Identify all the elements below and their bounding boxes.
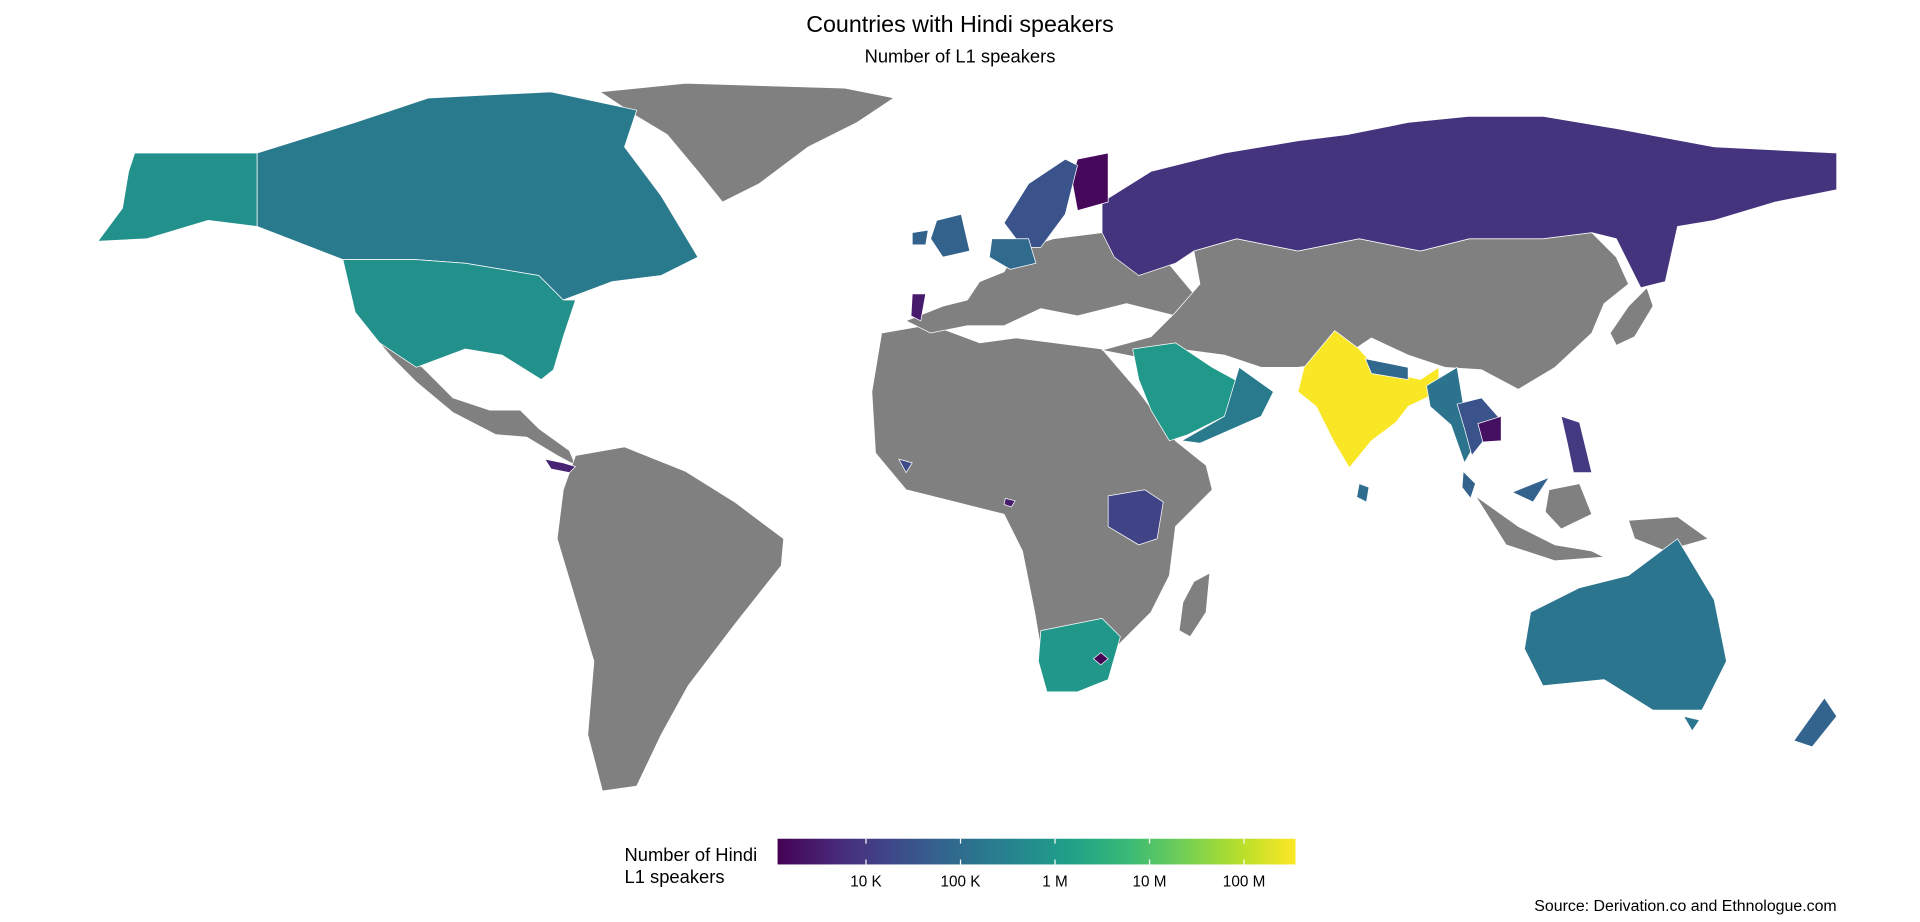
country-region (1560, 415, 1593, 473)
country-region (1003, 497, 1016, 508)
colorbar (777, 838, 1296, 865)
country-region (1003, 158, 1078, 248)
country-region (1364, 358, 1409, 380)
country-region (1793, 697, 1838, 748)
colorbar-tick-label: 10 M (1133, 873, 1167, 890)
country-region (911, 213, 971, 258)
country-region (1093, 652, 1109, 666)
colorbar-tick-label: 10 K (850, 873, 882, 890)
greenland (599, 82, 895, 203)
map-title: Countries with Hindi speakers (806, 11, 1114, 37)
south-america (556, 446, 785, 792)
country-region (989, 238, 1037, 270)
legend: Number of Hindi L1 speakers 10 K 100 K 1 M… (625, 838, 1296, 890)
country-region (1037, 617, 1121, 693)
country-region (1356, 483, 1370, 503)
country-region (1071, 152, 1109, 211)
countries-no-data (379, 82, 1709, 792)
map-subtitle: Number of L1 speakers (865, 45, 1056, 66)
country-region (1477, 415, 1502, 443)
colorbar-tick-label: 100 M (1223, 873, 1266, 890)
country-region (544, 458, 576, 473)
indonesia (1475, 483, 1709, 562)
legend-title-line: Number of Hindi (625, 844, 758, 865)
japan (1609, 287, 1654, 346)
country-region (342, 259, 576, 380)
africa (871, 324, 1213, 687)
country-region (1181, 366, 1274, 444)
colorbar-tick-label: 100 K (941, 873, 982, 890)
country-region (1524, 538, 1727, 732)
country-region (1132, 342, 1240, 442)
country-region (97, 152, 258, 242)
country-region (1101, 115, 1838, 289)
countries-with-data (97, 91, 1838, 748)
legend-title-line: L1 speakers (625, 866, 725, 887)
country-region (1461, 471, 1550, 503)
country-region (898, 458, 913, 473)
country-region (1107, 489, 1164, 546)
colorbar-tick-label: 1 M (1042, 873, 1068, 890)
country-region (1297, 330, 1440, 469)
country-region (1426, 366, 1476, 464)
source-note: Source: Derivation.co and Ethnologue.com (1534, 898, 1836, 915)
country-region (910, 293, 927, 322)
madagascar (1178, 572, 1211, 638)
